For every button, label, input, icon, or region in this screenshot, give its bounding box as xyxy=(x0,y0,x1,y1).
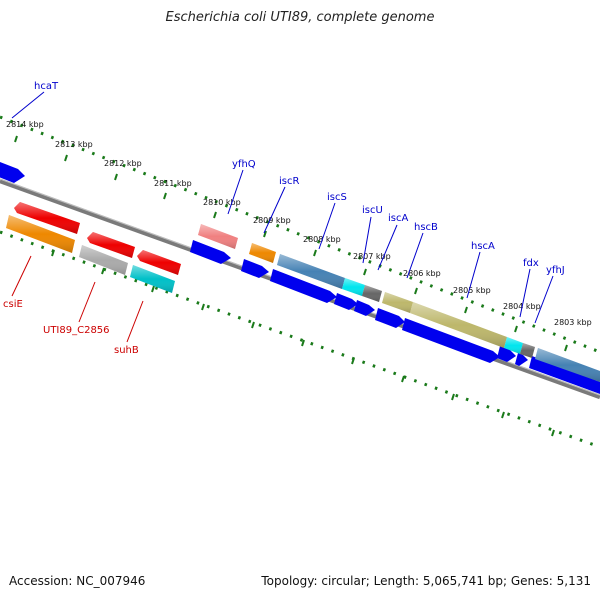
gene-label-iscS: iscS xyxy=(327,192,347,203)
tick-mark xyxy=(313,249,317,257)
leader-line xyxy=(11,91,45,119)
tick-mark xyxy=(213,211,217,219)
gene-yfhJ xyxy=(529,356,600,394)
tick-mark xyxy=(363,268,367,276)
tick-mark xyxy=(451,393,455,401)
gene-label-hcaT: hcaT xyxy=(34,81,59,92)
leader-line xyxy=(78,281,96,323)
tick-mark xyxy=(401,375,405,383)
gene-label-suhB: suhB xyxy=(114,345,139,356)
gene-fdx xyxy=(497,346,516,362)
tick-label: 2810 kbp xyxy=(203,198,241,207)
gene-iscA xyxy=(354,300,375,316)
leader-line xyxy=(534,275,554,324)
gene-label-yfhQ: yfhQ xyxy=(232,159,256,170)
gene-label-iscU: iscU xyxy=(362,205,383,216)
upper-ruler-line xyxy=(0,115,600,354)
gene-iscU xyxy=(334,293,358,310)
tick-mark xyxy=(501,411,505,419)
tick-mark xyxy=(514,325,518,333)
tick-label: 2805 kbp xyxy=(453,286,491,295)
gene-hscB xyxy=(375,308,405,328)
leader-line xyxy=(466,251,481,299)
leader-line xyxy=(263,186,286,234)
gene-label-iscR: iscR xyxy=(279,176,299,187)
gene-hcaT xyxy=(0,161,25,183)
leader-line xyxy=(519,268,531,318)
tick-mark xyxy=(114,173,118,181)
upper-row-genes xyxy=(198,224,600,382)
reverse-gene-labels: csiE UTI89_C2856 suhB xyxy=(3,299,139,356)
gene-label-iscA: iscA xyxy=(388,213,408,224)
gene-iscR xyxy=(241,259,269,278)
tick-label: 2803 kbp xyxy=(554,318,592,327)
forward-leaders xyxy=(11,91,554,324)
tick-mark xyxy=(51,249,55,257)
gene-label-hscA: hscA xyxy=(471,241,495,252)
tick-label: 2809 kbp xyxy=(253,216,291,225)
tick-marks xyxy=(14,135,568,437)
gene-label-fdx: fdx xyxy=(523,258,539,269)
leader-line xyxy=(362,216,372,264)
tick-mark xyxy=(564,344,568,352)
tick-mark xyxy=(551,429,555,437)
forward-genes xyxy=(0,161,600,394)
reverse-genes xyxy=(6,202,181,293)
gene-label-csiE: csiE xyxy=(3,299,23,310)
leader-line xyxy=(126,300,144,343)
leader-line xyxy=(227,169,244,215)
tick-mark xyxy=(14,135,18,143)
leader-line xyxy=(318,202,336,250)
tick-mark xyxy=(351,357,355,365)
gene-fdx-2 xyxy=(515,353,528,366)
tick-label: 2806 kbp xyxy=(403,269,441,278)
tick-mark xyxy=(251,321,255,329)
tick-label: 2813 kbp xyxy=(55,140,93,149)
tick-mark xyxy=(101,267,105,275)
gene-hscA xyxy=(402,318,500,363)
tick-mark xyxy=(151,285,155,293)
tick-label: 2811 kbp xyxy=(154,179,192,188)
tick-mark xyxy=(64,154,68,162)
gene-label-yfhJ: yfhJ xyxy=(546,265,565,276)
leader-line xyxy=(11,255,32,297)
tick-label: 2814 kbp xyxy=(6,120,44,129)
gene-label-hscB: hscB xyxy=(414,222,438,233)
tick-label: 2807 kbp xyxy=(353,252,391,261)
tick-label: 2812 kbp xyxy=(104,159,142,168)
reverse-leaders xyxy=(11,255,144,343)
gene-iscS xyxy=(270,269,337,303)
tick-mark xyxy=(163,192,167,200)
tick-labels: 2814 kbp 2813 kbp 2812 kbp 2811 kbp 2810… xyxy=(6,120,592,327)
genome-summary-text: Topology: circular; Length: 5,065,741 bp… xyxy=(261,574,591,588)
leader-line xyxy=(377,224,398,271)
map-title: Escherichia coli UTI89, complete genome xyxy=(165,10,435,25)
gene-label-UTI89_C2856: UTI89_C2856 xyxy=(43,325,110,336)
leader-line xyxy=(406,232,424,279)
accession-text: Accession: NC_007946 xyxy=(9,574,146,588)
tick-mark xyxy=(301,339,305,347)
tick-mark xyxy=(263,230,267,238)
tick-mark xyxy=(414,287,418,295)
tick-mark xyxy=(464,306,468,314)
forward-gene-labels: hcaT yfhQ iscR iscS iscU iscA hscB hscA … xyxy=(34,81,565,276)
gene-yfhQ xyxy=(190,240,231,264)
tick-mark xyxy=(201,303,205,311)
